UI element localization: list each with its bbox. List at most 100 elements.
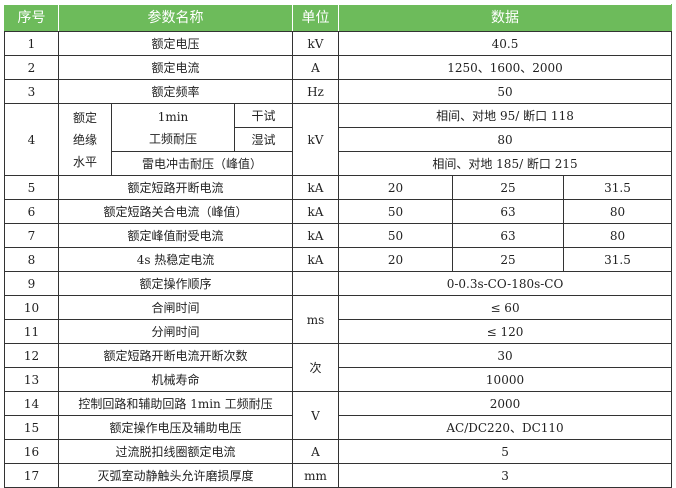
unit: kV: [292, 31, 339, 56]
header-data: 数据: [337, 4, 673, 32]
value: ≤ 60: [337, 295, 673, 320]
table-row: 13 机械寿命 10000: [4, 367, 673, 392]
dry-test: 干试: [234, 103, 293, 128]
unit: kA: [292, 247, 339, 272]
param-name: 过流脱扣线圈额定电流: [58, 439, 293, 464]
value: 25: [452, 247, 564, 272]
row-no: 10: [4, 295, 59, 320]
param-name: 额定电压: [58, 31, 293, 56]
table-row: 14 控制回路和辅助回路 1min 工频耐压 V 2000: [4, 391, 673, 440]
row-no: 15: [4, 415, 59, 440]
row-no: 14: [4, 391, 59, 416]
unit: A: [292, 439, 339, 464]
table-header: 序号 参数名称 单位 数据: [4, 4, 673, 32]
table-row: 16 过流脱扣线圈额定电流 A 5: [4, 439, 673, 464]
value: 30: [337, 343, 673, 368]
value: 2000: [337, 391, 673, 416]
value: 63: [452, 199, 564, 224]
param-name: 灭弧室动静触头允许磨损厚度: [58, 463, 293, 488]
unit: V: [292, 391, 339, 440]
unit: A: [292, 55, 339, 80]
row-no: 5: [4, 175, 59, 200]
value: 20: [338, 175, 453, 200]
table-row: 6 额定短路关合电流（峰值） kA 50 63 80: [4, 199, 673, 224]
row-no: 7: [4, 223, 59, 248]
table-row: 10 合闸时间 ms ≤ 60: [4, 295, 673, 344]
value: 50: [338, 199, 453, 224]
value: 3: [337, 463, 673, 488]
param-name: 额定短路开断电流: [58, 175, 293, 200]
value: 0-0.3s-CO-180s-CO: [337, 271, 673, 296]
unit: kA: [292, 223, 339, 248]
value: 63: [452, 223, 564, 248]
unit: kA: [292, 175, 339, 200]
row-no: 11: [4, 319, 59, 344]
sub-label: 工频耐压: [148, 131, 197, 146]
value: 31.5: [562, 175, 673, 200]
row-no: 2: [4, 55, 59, 80]
parameters-table: 序号 参数名称 单位 数据 1 额定电压 kV 40.5 2 额定电流 A 1250、160…: [4, 4, 673, 488]
unit: 次: [292, 343, 339, 392]
param-name: 额定短路开断电流开断次数: [58, 343, 293, 368]
row-no: 16: [4, 439, 59, 464]
value: 20: [338, 247, 453, 272]
param-name: 额定操作顺序: [58, 271, 293, 296]
row-no: 6: [4, 199, 59, 224]
value: 80: [337, 127, 673, 152]
insulation-group: 额定 绝缘 水平: [58, 103, 112, 176]
wet-test: 湿试: [234, 127, 293, 152]
value: 80: [562, 223, 673, 248]
sub-label: 1min: [157, 109, 189, 124]
value: 50: [338, 223, 453, 248]
param-name: 合闸时间: [58, 295, 293, 320]
param-name: 额定峰值耐受电流: [58, 223, 293, 248]
header-no: 序号: [4, 4, 59, 32]
param-name: 额定频率: [58, 79, 293, 104]
value: ≤ 120: [337, 319, 673, 344]
value: 31.5: [562, 247, 673, 272]
value: 50: [337, 79, 673, 104]
unit: Hz: [292, 79, 339, 104]
unit: ms: [292, 295, 339, 344]
param-name: 4s 热稳定电流: [58, 247, 293, 272]
value: 相间、对地 95/ 断口 118: [337, 103, 673, 128]
row-no: 4: [4, 103, 59, 176]
table-row: 9 额定操作顺序 0-0.3s-CO-180s-CO: [4, 271, 673, 296]
param-name: 控制回路和辅助回路 1min 工频耐压: [58, 391, 293, 416]
value: 5: [337, 439, 673, 464]
param-name: 额定短路关合电流（峰值）: [58, 199, 293, 224]
table-row: 12 额定短路开断电流开断次数次 30: [4, 343, 673, 392]
row-no: 9: [4, 271, 59, 296]
group-line: 额定: [72, 110, 97, 125]
param-name: 额定操作电压及辅助电压: [58, 415, 293, 440]
row-no: 13: [4, 367, 59, 392]
table-row: 7 额定峰值耐受电流 kA 50 63 80: [4, 223, 673, 248]
header-name: 参数名称: [58, 4, 293, 32]
value: 10000: [337, 367, 673, 392]
unit: kA: [292, 199, 339, 224]
table-row: 15 额定操作电压及辅助电压 AC/DC220、DC110: [4, 415, 673, 440]
row-no: 1: [4, 31, 59, 56]
param-name: 额定电流: [58, 55, 293, 80]
unit: mm: [292, 463, 339, 488]
row-no: 12: [4, 343, 59, 368]
table-row: 8 4s 热稳定电流 kA 20 25 31.5: [4, 247, 673, 272]
row-no: 3: [4, 79, 59, 104]
table-row: 5 额定短路开断电流 kA 20 25 31.5: [4, 175, 673, 200]
unit: [292, 271, 339, 296]
param-name: 机械寿命: [58, 367, 293, 392]
lightning-impulse: 雷电冲击耐压（峰值）: [111, 151, 293, 176]
table-row: 17 灭弧室动静触头允许磨损厚度 mm 3: [4, 463, 673, 488]
group-line: 水平: [72, 154, 97, 169]
header-unit: 单位: [292, 4, 339, 32]
param-name: 分闸时间: [58, 319, 293, 344]
table-row: 湿试 80: [5, 127, 673, 152]
group-line: 绝缘: [72, 132, 97, 147]
row-no: 8: [4, 247, 59, 272]
power-freq-withstand: 1min 工频耐压: [111, 103, 235, 152]
value: 1250、1600、2000: [337, 55, 673, 80]
value: 相间、对地 185/ 断口 215: [337, 151, 673, 176]
unit: kV: [292, 103, 339, 176]
value: 80: [562, 199, 673, 224]
table-row: 4 额定绝缘水平 1min 工频耐压 干试 kV 相间、对地 95/ 断口 118: [4, 103, 673, 176]
